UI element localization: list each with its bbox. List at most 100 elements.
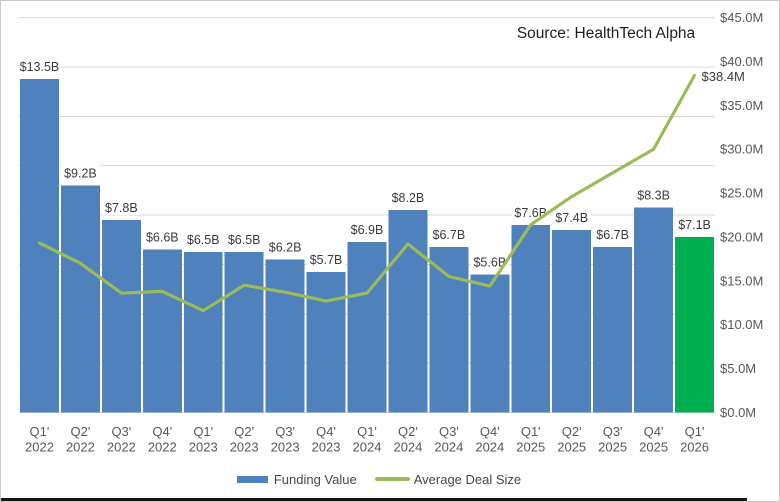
- x-axis-label-quarter: Q1': [193, 424, 213, 439]
- x-axis-label-quarter: Q3': [603, 424, 623, 439]
- legend-label-average-deal-size: Average Deal Size: [413, 471, 522, 487]
- x-axis-label-quarter: Q4': [480, 424, 500, 439]
- bar-value-label: $5.6B: [473, 255, 506, 269]
- right-axis-tick-label: $15.0M: [720, 273, 763, 288]
- x-axis-label-quarter: Q4': [316, 424, 336, 439]
- x-axis-label-year: 2022: [148, 440, 177, 455]
- funding-bar: [101, 219, 141, 413]
- bar-value-label: $9.2B: [64, 166, 97, 180]
- x-axis-label-year: 2024: [393, 440, 422, 455]
- bar-value-label: $5.7B: [310, 253, 343, 267]
- x-axis-label-year: 2025: [639, 440, 668, 455]
- legend-item-average-deal-size: Average Deal Size: [374, 471, 522, 487]
- x-axis-label-year: 2023: [312, 440, 341, 455]
- funding-bar: [388, 210, 428, 413]
- bar-value-label-bg: [634, 187, 673, 203]
- funding-bar: [224, 252, 264, 413]
- average-deal-size-swatch-icon: [374, 476, 410, 482]
- funding-bar: [142, 249, 182, 413]
- funding-bar: [265, 259, 305, 413]
- bar-value-label-bg: [143, 229, 182, 245]
- x-axis-label-quarter: Q3': [111, 424, 131, 439]
- bar-value-label-bg: [306, 251, 346, 267]
- x-axis-label-year: 2025: [557, 440, 586, 455]
- bar-value-label: $6.9B: [351, 223, 384, 237]
- x-axis-label-quarter: Q4': [152, 424, 172, 439]
- window-bottom-edge: [1, 498, 747, 501]
- x-axis-label-year: 2023: [189, 440, 218, 455]
- bar-value-label-bg: [347, 221, 387, 238]
- funding-bar: [470, 274, 510, 413]
- x-axis-label-year: 2024: [434, 440, 463, 455]
- x-axis-label-year: 2024: [353, 440, 382, 455]
- x-axis-label-year: 2022: [25, 440, 54, 455]
- bar-value-label-bg: [102, 199, 141, 215]
- x-axis-label-year: 2023: [230, 440, 259, 455]
- funding-bar: [60, 185, 100, 413]
- bar-value-label-bg: [470, 253, 510, 270]
- bar-value-label: $13.5B: [20, 60, 60, 74]
- right-axis-tick-label: $40.0M: [720, 54, 763, 69]
- chart-source-title: Source: HealthTech Alpha: [516, 25, 696, 42]
- x-axis-label-quarter: Q2': [562, 424, 582, 439]
- bar-value-label-bg: [429, 226, 469, 243]
- x-axis-label-quarter: Q3': [439, 424, 459, 439]
- funding-bar: [593, 247, 633, 413]
- bar-value-label-bg: [388, 189, 428, 206]
- x-axis-label-year: 2025: [598, 440, 627, 455]
- bar-value-label-bg: [16, 58, 63, 75]
- bar-value-label-bg: [675, 216, 714, 233]
- bar-value-label: $7.8B: [105, 201, 138, 215]
- bar-value-label-bg: [511, 204, 551, 220]
- x-axis-label-quarter: Q1': [521, 424, 541, 439]
- bar-value-label: $6.7B: [433, 228, 466, 242]
- funding-bar: [511, 224, 551, 413]
- funding-bar: [634, 207, 674, 413]
- x-axis-label-quarter: Q1': [30, 424, 50, 439]
- bar-value-label: $6.6B: [146, 231, 179, 245]
- right-axis-tick-label: $35.0M: [720, 98, 763, 113]
- bar-value-label: $6.5B: [228, 233, 261, 247]
- x-axis-label-year: 2022: [107, 440, 136, 455]
- x-axis-label-year: 2026: [680, 440, 709, 455]
- right-axis-tick-label: $0.0M: [720, 405, 756, 420]
- funding-value-swatch-icon: [236, 475, 268, 483]
- bar-value-label: $8.3B: [637, 189, 670, 203]
- x-axis-label-quarter: Q1': [685, 424, 705, 439]
- line-end-label: $38.4M: [702, 69, 745, 84]
- funding-bar: [347, 242, 387, 413]
- funding-bar: [675, 237, 714, 413]
- bar-value-label: $7.1B: [678, 218, 711, 232]
- x-axis-label-quarter: Q2': [398, 424, 418, 439]
- right-axis-tick-label: $10.0M: [720, 317, 763, 332]
- funding-bar: [183, 252, 223, 413]
- x-axis-label-year: 2024: [475, 440, 504, 455]
- bar-value-label-bg: [183, 231, 223, 248]
- x-axis-label-quarter: Q2': [70, 424, 90, 439]
- right-axis-tick-label: $5.0M: [720, 361, 756, 376]
- bar-value-label: $8.2B: [392, 191, 425, 205]
- bar-value-label: $6.7B: [596, 228, 629, 242]
- right-axis-tick-label: $25.0M: [720, 186, 763, 201]
- x-axis-label-year: 2025: [516, 440, 545, 455]
- bar-value-label-bg: [593, 226, 632, 243]
- funding-bar: [429, 247, 469, 413]
- funding-bar: [306, 271, 346, 413]
- right-axis-tick-label: $20.0M: [720, 229, 763, 244]
- line-end-label-bg: [699, 69, 752, 85]
- funding-bar: [552, 229, 592, 413]
- average-deal-size-line: [37, 73, 697, 313]
- bar-value-label: $6.2B: [269, 240, 302, 254]
- x-axis-label-quarter: Q4': [644, 424, 664, 439]
- bar-value-label-bg: [224, 231, 264, 248]
- x-axis-label-quarter: Q1': [357, 424, 377, 439]
- bar-value-label: $7.6B: [514, 206, 547, 220]
- bar-value-label-bg: [552, 209, 591, 225]
- legend-item-funding-value: Funding Value: [236, 472, 357, 487]
- bar-value-label: $7.4B: [555, 211, 588, 225]
- bar-value-label-bg: [61, 164, 100, 181]
- right-axis-tick-label: $45.0M: [720, 10, 763, 25]
- x-axis-label-year: 2023: [271, 440, 300, 455]
